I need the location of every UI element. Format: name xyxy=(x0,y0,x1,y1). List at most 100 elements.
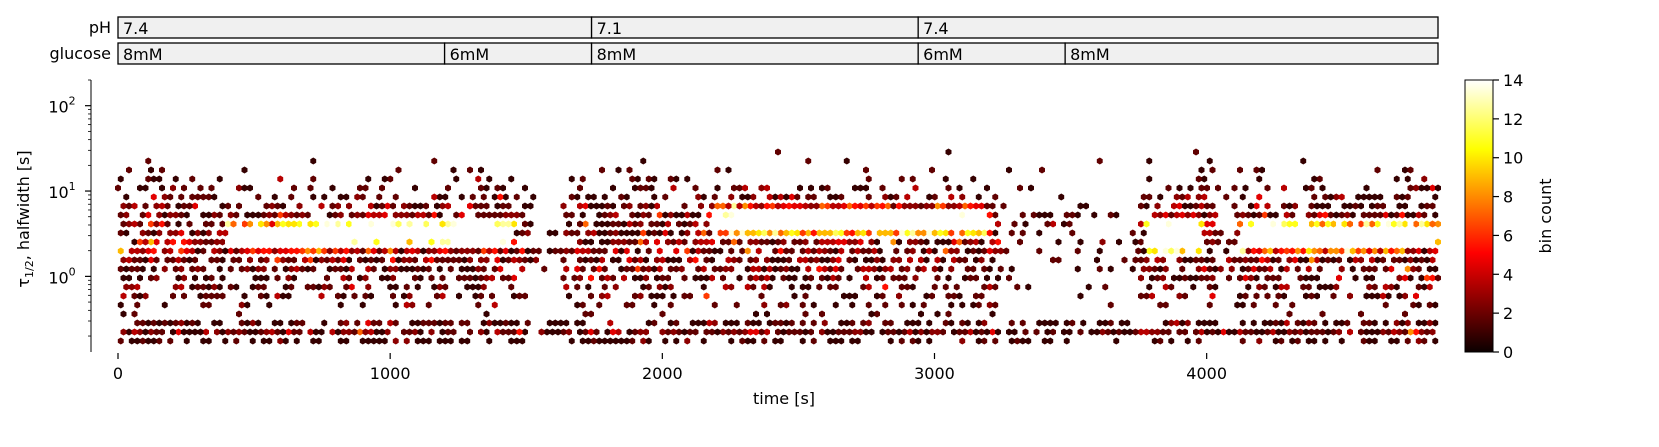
hexbin-cell xyxy=(904,283,911,291)
hexbin-cell xyxy=(164,220,171,228)
hexbin-cell xyxy=(1206,211,1213,219)
hexbin-cell xyxy=(1193,328,1199,336)
hexbin-cell xyxy=(511,274,517,282)
hexbin-cell xyxy=(1319,256,1326,264)
hexbin-cell xyxy=(145,319,152,327)
hexbin-cell xyxy=(1223,247,1230,255)
hexbin-cell xyxy=(1239,229,1246,237)
hexbin-cell xyxy=(780,328,787,336)
hexbin-cell xyxy=(1245,265,1252,273)
hexbin-cell xyxy=(318,202,325,210)
hexbin-cell xyxy=(1338,193,1345,201)
hexbin-cell xyxy=(216,265,223,273)
hexbin-cell xyxy=(1410,211,1417,219)
hexbin-cell xyxy=(321,283,328,291)
hexbin-cell xyxy=(423,220,429,228)
hexbin-cell xyxy=(623,247,630,255)
hexbin-cell xyxy=(849,301,856,309)
hexbin-cell xyxy=(799,319,806,327)
hexbin-cell xyxy=(808,256,814,264)
hexbin-cell xyxy=(981,211,988,219)
hexbin-cell xyxy=(1204,328,1210,336)
hexbin-cell xyxy=(392,247,399,255)
hexbin-cell xyxy=(1179,265,1186,273)
hexbin-cell xyxy=(656,265,663,273)
hexbin-cell xyxy=(401,256,407,264)
hexbin-cell xyxy=(720,238,726,246)
hexbin-cell xyxy=(1253,238,1260,246)
hexbin-cell xyxy=(1107,301,1114,309)
hexbin-cell xyxy=(373,256,380,264)
hexbin-cell xyxy=(621,220,627,228)
hexbin-cell xyxy=(150,319,157,327)
hexbin-cell xyxy=(318,328,325,336)
hexbin-cell xyxy=(387,175,394,183)
hexbin-cell xyxy=(1168,229,1175,237)
hexbin-cell xyxy=(909,211,916,219)
hexbin-cell xyxy=(120,292,127,300)
hexbin-cell xyxy=(973,274,979,282)
hexbin-cell xyxy=(1399,229,1406,237)
hexbin-cell xyxy=(1061,328,1067,336)
hexbin-cell xyxy=(934,310,941,318)
hexbin-cell xyxy=(343,319,350,327)
hexbin-cell xyxy=(887,211,894,219)
hexbin-cell xyxy=(1116,238,1122,246)
hexbin-cell xyxy=(137,238,143,246)
hexbin-cell xyxy=(819,256,825,264)
hexbin-cell xyxy=(445,328,451,336)
hexbin-cell xyxy=(409,229,416,237)
hexbin-cell xyxy=(486,229,493,237)
hexbin-cell xyxy=(736,274,743,282)
hexbin-cell xyxy=(890,274,897,282)
hexbin-cell xyxy=(1347,238,1353,246)
hexbin-cell xyxy=(890,220,897,228)
hexbin-cell xyxy=(777,301,784,309)
hexbin-cell xyxy=(1253,202,1260,210)
hexbin-cell xyxy=(1314,202,1320,210)
hexbin-cell xyxy=(181,202,187,210)
hexbin-cell xyxy=(1413,184,1419,192)
colorbar-tick-label: 0 xyxy=(1503,343,1513,362)
hexbin-cell xyxy=(607,229,614,237)
hexbin-cell xyxy=(656,211,663,219)
hexbin-cell xyxy=(1377,247,1384,255)
hexbin-cell xyxy=(310,175,317,183)
hexbin-cell xyxy=(1074,247,1081,255)
hexbin-cell xyxy=(887,337,894,345)
hexbin-cell xyxy=(775,256,781,264)
hexbin-cell xyxy=(890,328,897,336)
x-tick-label: 4000 xyxy=(1186,364,1227,383)
hexbin-cell xyxy=(1256,211,1263,219)
hexbin-cell xyxy=(260,265,267,273)
hexbin-cell xyxy=(1195,247,1202,255)
hexbin-cell xyxy=(1182,202,1188,210)
hexbin-cell xyxy=(838,265,845,273)
hexbin-cell xyxy=(1209,166,1216,174)
hexbin-cell xyxy=(1432,229,1439,237)
hexbin-cell xyxy=(1264,256,1271,264)
hexbin-cell xyxy=(277,229,284,237)
hexbin-cell xyxy=(1099,238,1106,246)
hexbin-cell xyxy=(634,265,641,273)
hexbin-cell xyxy=(332,229,339,237)
hexbin-cell xyxy=(1055,238,1062,246)
hexbin-cell xyxy=(1184,211,1191,219)
hexbin-cell xyxy=(764,274,770,282)
hexbin-cell xyxy=(563,247,570,255)
hexbin-cell xyxy=(392,229,399,237)
hexbin-cell xyxy=(579,175,586,183)
hexbin-cell xyxy=(500,274,506,282)
hexbin-cell xyxy=(522,328,528,336)
hexbin-cell xyxy=(1316,175,1323,183)
hexbin-cell xyxy=(959,337,966,345)
hexbin-cell xyxy=(197,292,204,300)
hexbin-cell xyxy=(973,292,979,300)
hexbin-cell xyxy=(1270,220,1276,228)
hexbin-cell xyxy=(604,274,611,282)
hexbin-cell xyxy=(1311,211,1318,219)
hexbin-cell xyxy=(406,292,413,300)
hexbin-cell xyxy=(912,238,919,246)
hexbin-cell xyxy=(310,229,317,237)
hexbin-cell xyxy=(205,283,212,291)
